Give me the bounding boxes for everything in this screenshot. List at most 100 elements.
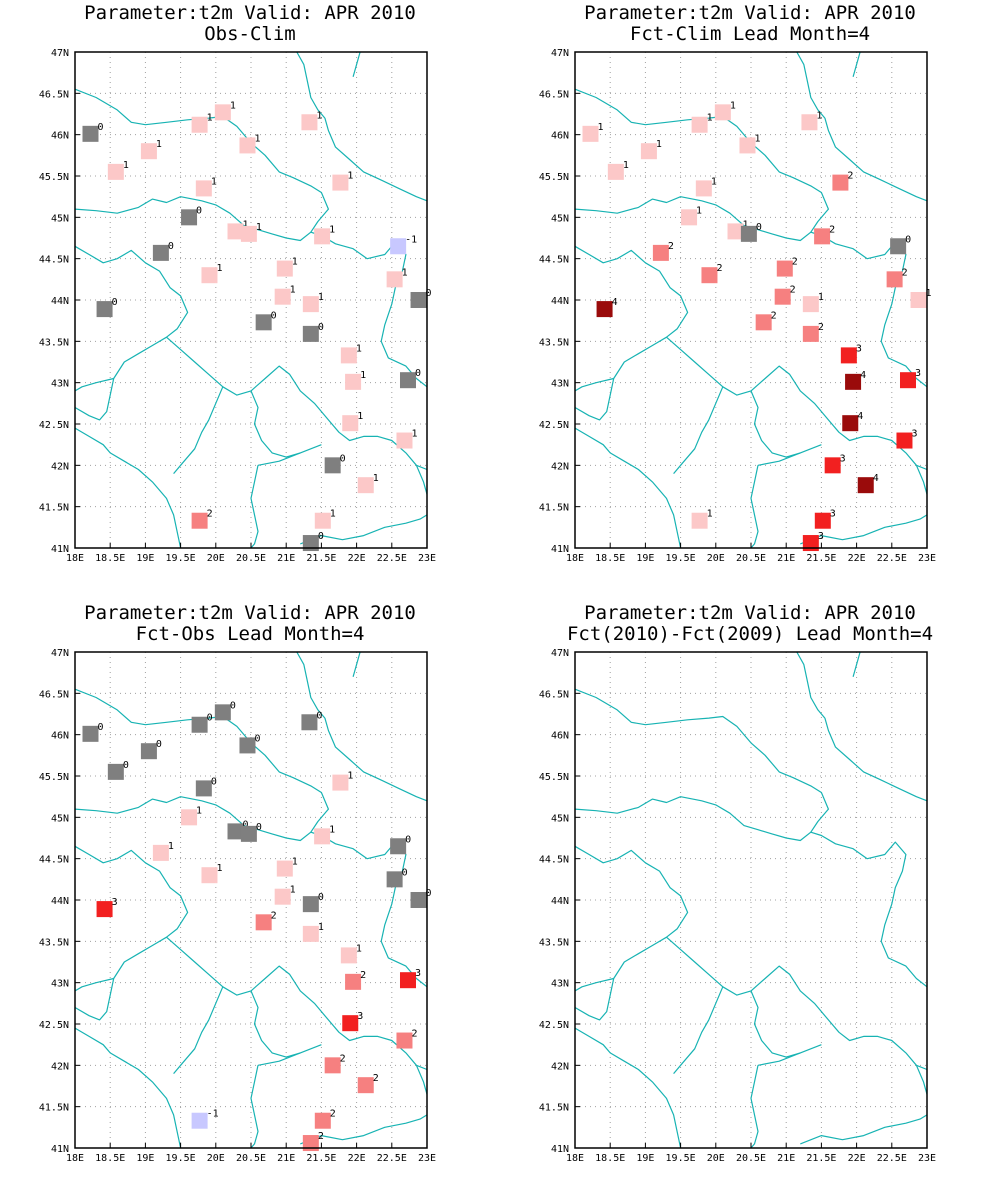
y-tick-label: 45.5N [39,772,69,783]
x-tick-label: 20.5E [236,553,266,564]
station-marker [899,372,916,389]
station-marker [840,347,857,364]
country-border [250,465,259,549]
y-tick-label: 43N [551,379,569,390]
station-value-label: 0 [254,733,260,744]
station-marker [181,809,198,826]
station-marker [910,292,927,308]
y-tick-label: 43N [551,979,569,990]
station-value-label: 1 [707,113,713,124]
station-marker [801,114,818,131]
y-tick-label: 41N [551,544,569,555]
station-marker [345,373,362,390]
station-marker [82,725,99,742]
station-marker [386,871,403,888]
country-border [800,514,928,545]
station-marker [357,477,374,494]
y-tick-label: 46.5N [539,689,569,700]
station-value-label: 1 [123,160,129,171]
country-border [300,1114,428,1145]
station-marker [640,143,657,160]
station-marker [340,347,357,364]
country-border [852,651,861,677]
station-marker [410,892,427,908]
y-tick-label: 43N [51,379,69,390]
station-value-label: 1 [696,205,702,216]
station-marker [890,238,907,255]
station-value-label: 3 [840,453,846,464]
y-tick-label: 45N [551,813,569,824]
station-marker [396,1032,413,1049]
station-value-label: 1 [356,343,362,354]
country-border [74,377,114,392]
station-value-label: 0 [97,722,103,733]
station-value-label: 0 [405,834,411,845]
station-value-label: 3 [830,509,836,520]
station-marker [802,325,819,342]
station-marker [340,947,357,964]
station-value-label: 1 [207,113,213,124]
y-tick-label: 42N [51,461,69,472]
x-tick-label: 19E [636,553,654,564]
station-value-label: 2 [902,267,908,278]
station-value-label: 4 [612,297,618,308]
station-marker [714,104,731,121]
station-value-label: 1 [597,122,603,133]
station-value-label: 1 [211,176,217,187]
x-tick-label: 18E [566,553,584,564]
station-marker [324,1057,341,1074]
station-marker [814,512,831,529]
station-marker [390,838,407,855]
country-border [166,936,428,1071]
country-border [257,1052,301,1066]
country-border [824,117,928,202]
station-marker [201,267,218,284]
station-value-label: 1 [290,885,296,896]
station-value-label: -1 [207,1109,219,1120]
station-marker [302,296,319,313]
station-marker [240,225,257,242]
station-marker [191,512,208,529]
station-value-label: 1 [256,222,262,233]
station-marker [276,860,293,877]
station-marker [195,180,212,197]
station-value-label: 1 [230,100,236,111]
station-value-label: 1 [411,429,417,440]
station-marker [82,125,99,142]
x-tick-label: 18.5E [95,553,125,564]
station-value-label: 0 [230,700,236,711]
station-value-label: 1 [329,824,335,835]
station-marker [832,174,849,191]
country-border [574,377,614,392]
station-marker [681,209,698,226]
station-value-label: 1 [707,509,713,520]
y-tick-label: 44N [51,896,69,907]
station-marker [140,143,157,160]
station-value-label: 1 [754,133,760,144]
country-border [74,245,189,421]
station-marker [701,267,718,284]
station-marker [755,314,772,331]
station-value-label: 2 [271,910,277,921]
y-tick-label: 42.5N [39,1020,69,1031]
station-marker [399,372,416,389]
y-tick-label: 46N [551,131,569,142]
y-tick-label: 42N [51,1061,69,1072]
station-marker [342,1015,359,1032]
station-value-label: 2 [829,224,835,235]
station-value-label: 1 [318,292,324,303]
station-value-label: 1 [318,922,324,933]
country-border [296,651,326,719]
station-marker [191,716,208,733]
station-value-label: 1 [926,288,932,299]
country-border [757,1052,801,1066]
station-marker [214,104,231,121]
y-tick-label: 45N [51,813,69,824]
station-marker [302,535,319,552]
country-border [74,977,114,992]
station-value-label: 4 [873,473,879,484]
station-value-label: 1 [168,841,174,852]
x-tick-label: 20E [707,553,725,564]
country-border [757,452,801,466]
